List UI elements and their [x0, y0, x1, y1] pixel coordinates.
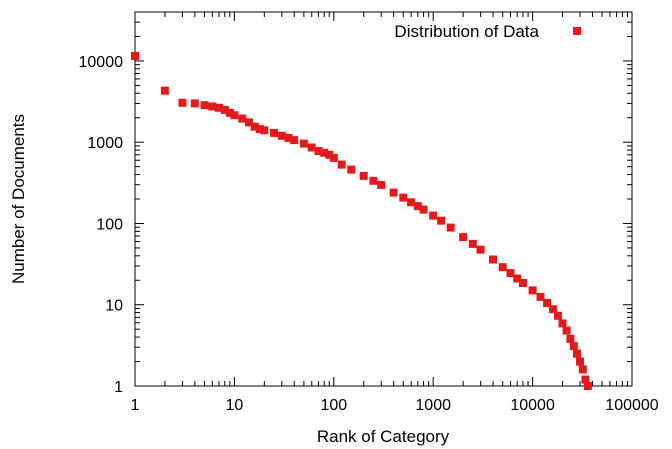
data-point	[215, 103, 223, 112]
data-point	[566, 334, 575, 343]
data-point	[498, 263, 507, 272]
legend: Distribution of Data	[394, 22, 581, 41]
data-point	[250, 122, 259, 131]
data-point	[377, 180, 386, 189]
data-point	[519, 279, 527, 287]
data-point	[569, 342, 578, 351]
x-tick-label: 10	[226, 397, 244, 414]
data-point	[573, 349, 581, 358]
x-tick-label: 100000	[605, 397, 658, 414]
data-point	[558, 319, 567, 328]
data-point	[419, 205, 428, 214]
data-point	[437, 216, 446, 225]
data-point	[407, 198, 416, 207]
data-point	[329, 153, 338, 162]
data-point	[200, 101, 209, 110]
data-point	[337, 160, 346, 169]
data-point	[489, 255, 497, 264]
data-point	[399, 193, 408, 202]
legend-label: Distribution of Data	[394, 22, 539, 41]
axis-ticks	[134, 11, 633, 387]
data-point	[270, 128, 278, 137]
data-point	[578, 365, 587, 374]
data-point	[260, 126, 269, 135]
data-point	[255, 125, 264, 134]
data-point	[389, 188, 398, 197]
data-point	[160, 86, 169, 95]
data-point	[581, 375, 590, 384]
data-point	[290, 136, 299, 145]
data-point	[359, 171, 368, 180]
data-point	[314, 147, 323, 155]
data-point	[238, 114, 247, 123]
data-point	[429, 211, 438, 220]
y-tick-label: 100	[96, 216, 123, 233]
x-tick-label: 100	[320, 397, 347, 414]
y-axis-title: Number of Documents	[9, 114, 28, 284]
data-point	[468, 239, 477, 248]
data-point	[299, 139, 308, 148]
plot-frame	[134, 11, 633, 387]
data-point	[476, 245, 485, 254]
data-point	[536, 292, 545, 301]
data-point	[347, 165, 356, 174]
data-point	[244, 118, 253, 127]
data-point	[131, 52, 139, 60]
x-tick-label: 10000	[510, 397, 555, 414]
data-point	[513, 274, 522, 283]
y-tick-label: 10	[105, 298, 123, 315]
data-point	[506, 269, 515, 278]
data-point	[576, 357, 584, 366]
data-points	[131, 52, 592, 390]
data-point	[562, 326, 571, 335]
y-tick-label: 1	[114, 379, 123, 396]
legend-marker	[573, 27, 581, 35]
data-point	[413, 202, 422, 211]
data-point	[548, 305, 557, 314]
data-point	[528, 286, 537, 295]
data-point	[320, 148, 329, 157]
tick-labels: 1 10 100 1000 10000 100000 1 10 100 1000 10000	[79, 54, 659, 414]
x-tick-label: 1	[131, 397, 140, 414]
data-point	[325, 150, 334, 159]
data-point	[208, 102, 217, 111]
data-point	[225, 108, 234, 117]
y-tick-label: 10000	[79, 54, 124, 71]
data-point	[230, 111, 239, 120]
data-point	[220, 105, 229, 114]
data-point	[369, 176, 378, 185]
data-point	[554, 311, 562, 320]
data-point	[307, 143, 316, 152]
data-point	[277, 131, 286, 140]
data-point	[190, 99, 199, 108]
x-tick-label: 1000	[415, 397, 451, 414]
data-point	[543, 299, 552, 307]
data-point	[284, 133, 293, 142]
data-point	[459, 233, 468, 242]
x-axis-title: Rank of Category	[317, 427, 450, 446]
data-point	[583, 382, 592, 390]
data-point	[178, 98, 187, 107]
y-tick-label: 1000	[87, 135, 123, 152]
data-point	[446, 223, 455, 232]
